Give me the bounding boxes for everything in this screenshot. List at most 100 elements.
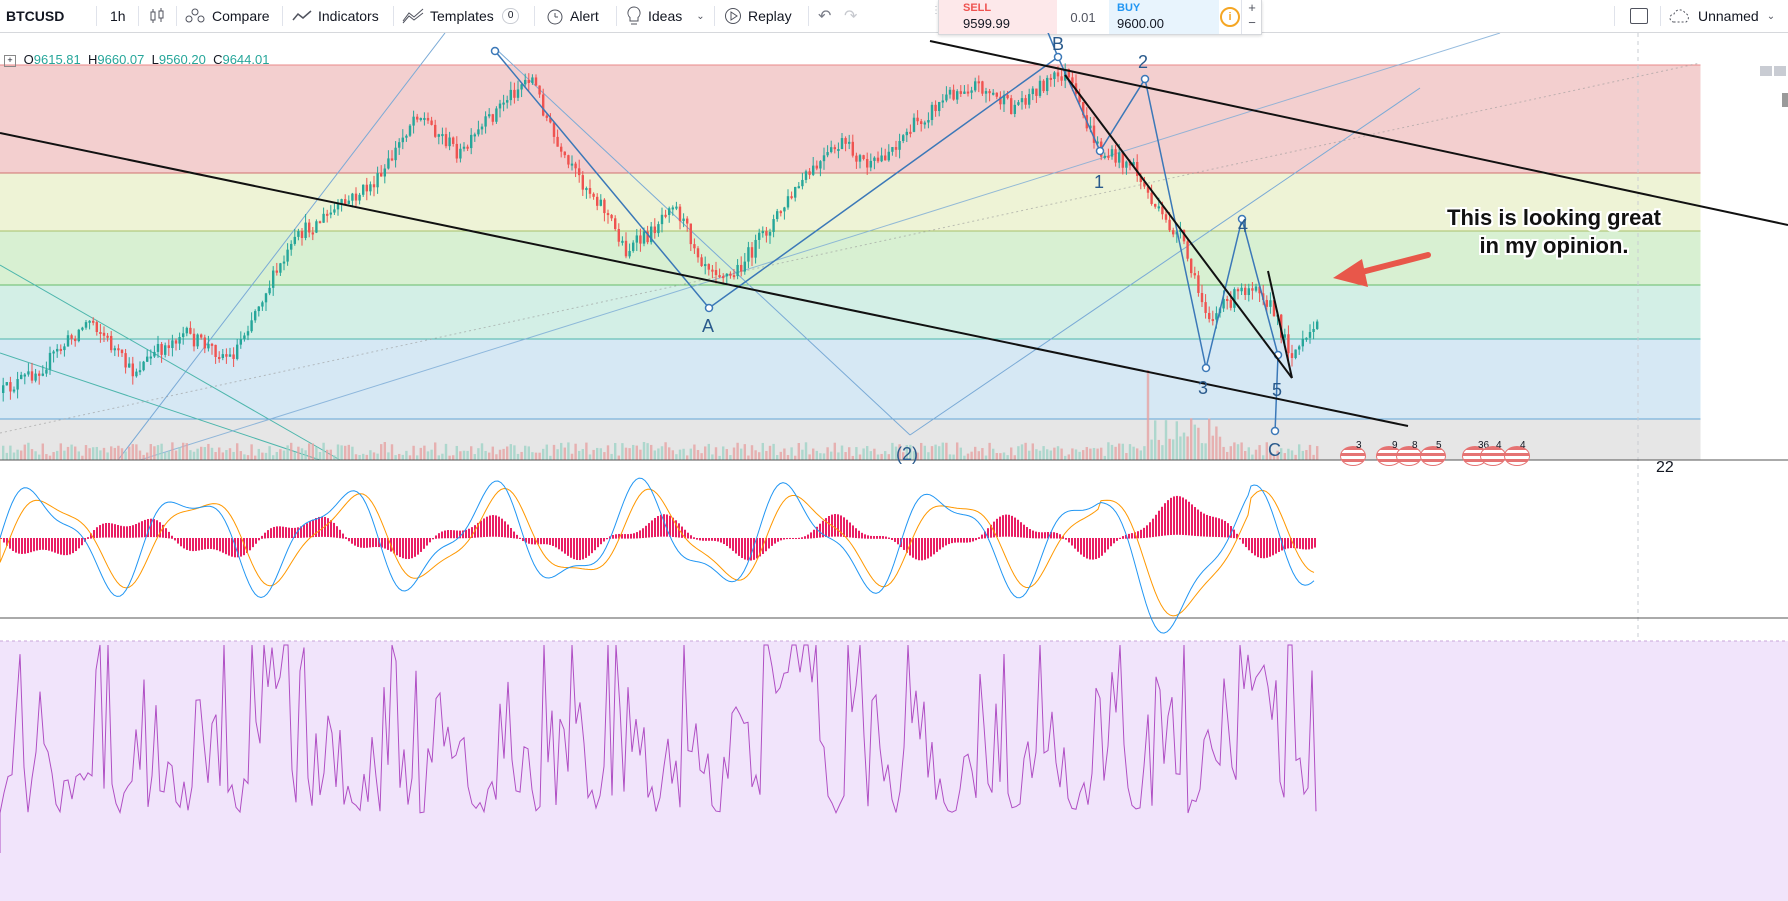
- close-label: C: [213, 52, 223, 67]
- flag-icon: [1396, 446, 1422, 466]
- buy-button[interactable]: BUY 9600.00: [1109, 0, 1219, 34]
- indicators-button[interactable]: Indicators: [292, 0, 379, 32]
- expand-legend-icon[interactable]: +: [4, 54, 16, 67]
- wave-label-C: C: [1268, 440, 1281, 460]
- interval-button[interactable]: 1h: [110, 0, 126, 32]
- wave-label-B: B: [1052, 34, 1065, 54]
- redo-icon[interactable]: ↷: [844, 8, 858, 25]
- symbol-button[interactable]: BTCUSD: [6, 0, 64, 32]
- sell-button[interactable]: SELL 9599.99: [939, 0, 1057, 34]
- low-value: 9560.20: [158, 52, 206, 67]
- compare-icon: [185, 8, 205, 23]
- oscillator-panel: [0, 644, 1317, 853]
- top-toolbar: BTCUSD 1h Compare Indicators Templat: [0, 0, 1788, 33]
- toolbar-divider: [1614, 6, 1615, 26]
- compare-button[interactable]: Compare: [184, 0, 270, 32]
- alert-clock-icon: [547, 9, 563, 25]
- indicators-label: Indicators: [318, 8, 379, 24]
- sell-label: SELL: [963, 2, 992, 14]
- lightbulb-icon: [627, 6, 641, 25]
- cloud-icon: [1669, 9, 1689, 23]
- flag-icon: [1480, 446, 1506, 466]
- wave-lines: [490, 33, 1283, 436]
- wave-label-2: 2: [1138, 52, 1149, 72]
- annotation-arrow: [1333, 252, 1431, 287]
- chevron-down-icon[interactable]: ⌄: [1766, 10, 1776, 22]
- price-chart[interactable]: [0, 33, 1788, 901]
- flag-icon: [1340, 446, 1366, 466]
- templates-label: Templates: [430, 8, 494, 24]
- alert-label: Alert: [570, 8, 599, 24]
- event-flag[interactable]: 8: [1396, 440, 1424, 466]
- wave-label-3: 3: [1198, 378, 1209, 398]
- open-label: O: [23, 52, 34, 67]
- event-flag[interactable]: 4: [1504, 440, 1532, 466]
- open-value: 9615.81: [33, 52, 81, 67]
- templates-icon: [402, 8, 424, 24]
- layout-name-label: Unnamed: [1698, 8, 1759, 24]
- oscillator-band: [0, 641, 1788, 901]
- wave-label-2-big: (2): [896, 444, 918, 464]
- templates-button[interactable]: Templates 0: [402, 0, 520, 32]
- price-scale-label: 22: [1656, 459, 1674, 476]
- replay-button[interactable]: Replay: [724, 0, 792, 32]
- ohlc-legend: + O9615.81 H9660.07 L9560.20 C9644.01: [4, 52, 269, 67]
- event-count: 4: [1496, 440, 1502, 451]
- flag-icon: [1420, 446, 1446, 466]
- toolbar-divider: [616, 6, 617, 26]
- drag-handle-icon[interactable]: ⋮⋮: [931, 6, 951, 24]
- event-count: 4: [1520, 440, 1526, 451]
- ideas-button[interactable]: Ideas ⌄: [626, 0, 705, 32]
- annotation-line-1: This is looking great: [1447, 205, 1661, 230]
- replay-icon: [725, 8, 741, 24]
- event-count: 9: [1392, 440, 1398, 451]
- layout-name-button[interactable]: Unnamed ⌄: [1668, 0, 1775, 32]
- sell-price: 9599.99: [963, 16, 1010, 31]
- fullscreen-button[interactable]: [1630, 0, 1648, 32]
- minus-icon[interactable]: −: [1248, 15, 1256, 30]
- annotation-line-2: in my opinion.: [1479, 233, 1629, 258]
- toolbar-divider: [1660, 6, 1661, 26]
- event-count: 8: [1412, 440, 1418, 451]
- ideas-label: Ideas: [648, 8, 683, 24]
- replay-label: Replay: [748, 8, 792, 24]
- toolbar-divider: [282, 6, 283, 26]
- quantity-stepper[interactable]: + −: [1241, 0, 1262, 34]
- chevron-down-icon[interactable]: ⌄: [696, 10, 705, 22]
- compare-label: Compare: [212, 8, 270, 24]
- event-flag[interactable]: 5: [1420, 440, 1448, 466]
- toolbar-divider: [138, 6, 139, 26]
- buy-price: 9600.00: [1117, 16, 1164, 31]
- symbol-label: BTCUSD: [6, 8, 65, 24]
- plus-icon[interactable]: +: [1248, 0, 1256, 15]
- macd-panel: [0, 477, 1316, 634]
- volume-bars: [2, 370, 1319, 460]
- candlesticks: [2, 63, 1319, 402]
- low-label: L: [151, 52, 159, 67]
- spread-value: 0.01: [1070, 9, 1096, 25]
- event-count: 36: [1478, 440, 1490, 451]
- info-button[interactable]: i: [1219, 0, 1241, 34]
- chart-type-button[interactable]: [148, 0, 166, 32]
- wave-label-4: 4: [1238, 216, 1249, 236]
- wave-label-A: A: [702, 316, 715, 336]
- trading-panel: ⋮⋮ SELL 9599.99 0.01 BUY 9600.00 i + −: [931, 0, 1262, 35]
- alert-button[interactable]: Alert: [546, 0, 599, 32]
- wave-label-1: 1: [1094, 172, 1105, 192]
- toolbar-divider: [96, 6, 97, 26]
- indicators-icon: [292, 10, 312, 21]
- event-flag[interactable]: 3: [1340, 440, 1368, 466]
- annotation-text: This is looking great in my opinion.: [1404, 204, 1704, 260]
- undo-icon[interactable]: ↶: [818, 8, 832, 25]
- toolbar-divider: [393, 6, 394, 26]
- high-value: 9660.07: [97, 52, 145, 67]
- event-count: 5: [1436, 440, 1442, 451]
- toolbar-divider: [808, 6, 809, 26]
- close-value: 9644.01: [222, 52, 270, 67]
- toolbar-divider: [176, 6, 177, 26]
- toolbar-divider: [534, 6, 535, 26]
- templates-count-badge: 0: [501, 8, 520, 24]
- square-icon: [1630, 8, 1648, 24]
- flag-icon: [1504, 446, 1530, 466]
- event-count: 3: [1356, 440, 1362, 451]
